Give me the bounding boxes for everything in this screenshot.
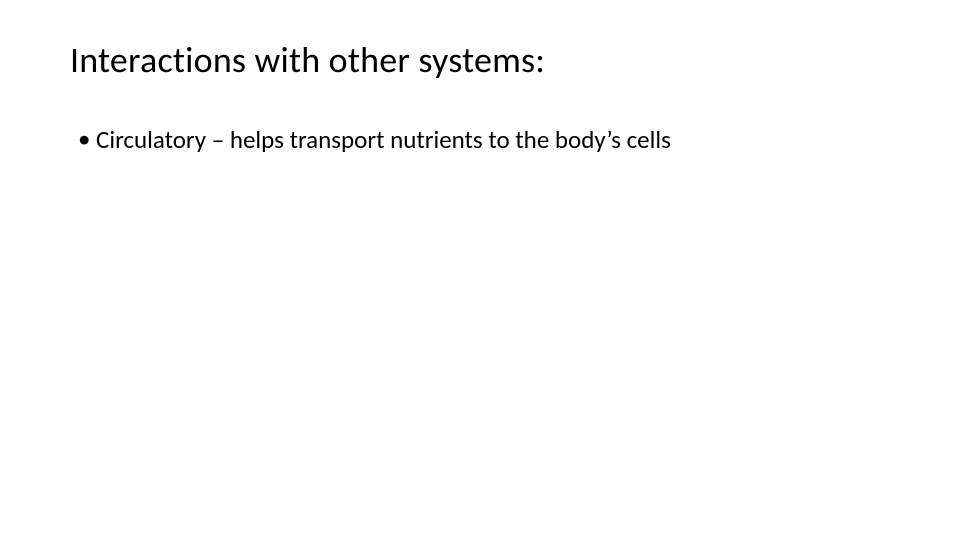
bullet-item: Circulatory – helps transport nutrients … (78, 124, 890, 157)
slide-container: Interactions with other systems: Circula… (0, 0, 960, 540)
bullet-list: Circulatory – helps transport nutrients … (70, 124, 890, 157)
slide-title: Interactions with other systems: (70, 38, 890, 82)
